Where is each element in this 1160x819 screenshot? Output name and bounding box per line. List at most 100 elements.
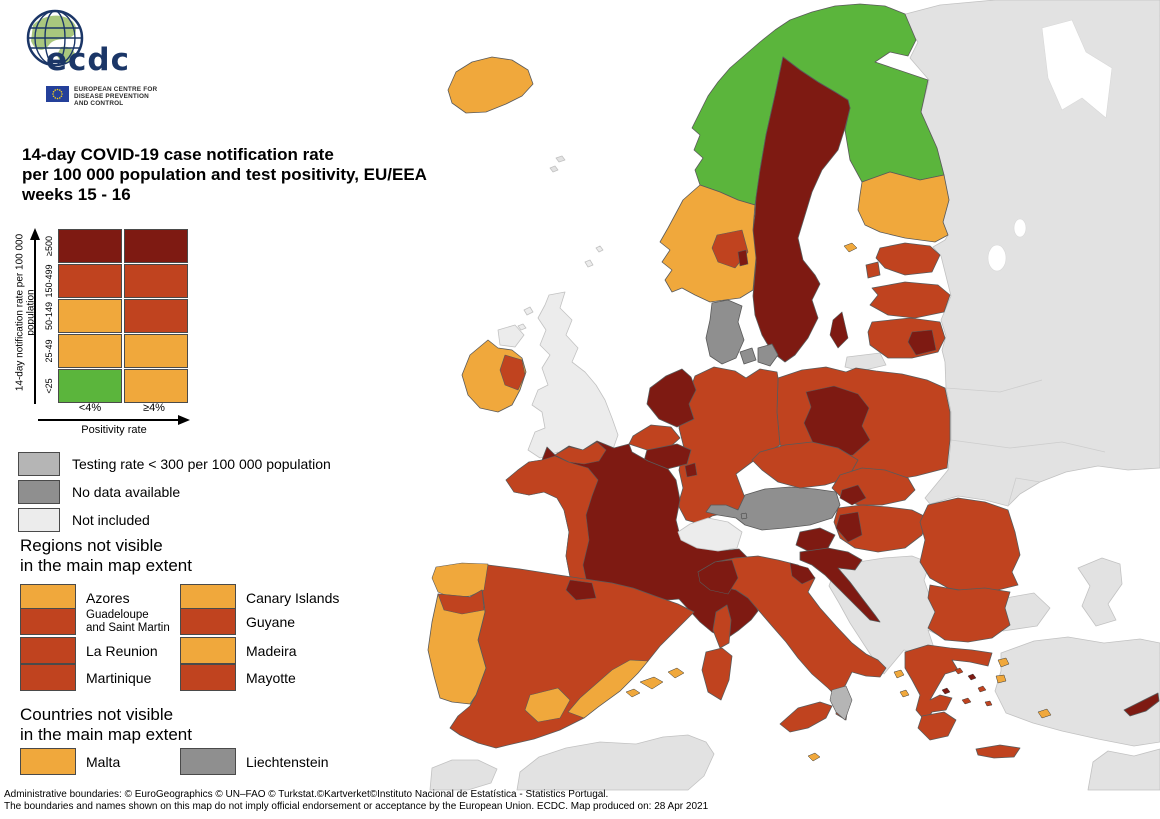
legend-item-azores: Azores bbox=[20, 584, 130, 611]
map-region-malta bbox=[807, 752, 821, 762]
map-region-sweden bbox=[751, 56, 851, 363]
legend-cell-150-499-ge4 bbox=[124, 264, 188, 298]
map-region-romania bbox=[919, 497, 1021, 593]
legend-row-label: 25-49 bbox=[44, 339, 54, 363]
ecdc-globe-icon bbox=[26, 9, 84, 67]
map-region-aland bbox=[843, 242, 858, 253]
map-region-netherlands bbox=[646, 368, 697, 428]
map-region-switzerland bbox=[677, 517, 743, 552]
legend-item-la-reunion: La Reunion bbox=[20, 637, 158, 664]
map-region-belgium-north bbox=[628, 424, 681, 451]
map-region-lithuania-southeast bbox=[907, 329, 937, 356]
legend-item-malta: Malta bbox=[20, 748, 120, 775]
legend-col-labels: <4% ≥4% bbox=[78, 402, 165, 414]
map-region-peloponnese bbox=[917, 711, 957, 741]
map-region-sardinia bbox=[701, 647, 733, 701]
map-region-aegean-islands-orange bbox=[893, 657, 1052, 719]
map-region-gotland bbox=[829, 311, 849, 349]
map-region-basque-country bbox=[565, 579, 597, 601]
legend-y-axis-arrow bbox=[30, 228, 40, 404]
map-white-sea bbox=[1041, 19, 1113, 119]
testing-rate-swatch bbox=[18, 452, 60, 476]
map-region-latvia bbox=[869, 281, 951, 319]
map-title-line3: weeks 15 - 16 bbox=[22, 185, 131, 204]
map-region-turkey-anatolia bbox=[994, 636, 1160, 747]
map-region-greece bbox=[904, 644, 993, 723]
map-borderlines-east bbox=[945, 379, 1106, 507]
legend-row-label: 150-499 bbox=[44, 264, 54, 298]
legend-item-testing-rate: Testing rate < 300 per 100 000 populatio… bbox=[18, 452, 331, 476]
map-region-crimea bbox=[1077, 557, 1123, 627]
map-region-france-normandy bbox=[554, 441, 607, 465]
legend-cell-ge500-ge4 bbox=[124, 229, 188, 263]
legend-cell-lt25-lt4 bbox=[58, 369, 122, 403]
map-region-galicia bbox=[431, 562, 489, 599]
countries-section-heading: Countries not visible in the main map ex… bbox=[20, 705, 192, 744]
legend-cell-25-49-lt4 bbox=[58, 334, 122, 368]
legend-item-martinique: Martinique bbox=[20, 664, 151, 691]
map-region-faroes bbox=[549, 155, 566, 173]
not-included-swatch bbox=[18, 508, 60, 532]
map-region-levant bbox=[1087, 748, 1160, 791]
map-region-poland-center bbox=[803, 385, 871, 458]
legend-item-guadeloupe: Guadeloupe and Saint Martin bbox=[20, 608, 170, 635]
map-footer: Administrative boundaries: © EuroGeograp… bbox=[4, 789, 708, 813]
legend-cell-ge500-lt4 bbox=[58, 229, 122, 263]
legend-matrix: ≥500 150-499 50-149 25-49 <25 bbox=[42, 229, 188, 404]
map-region-oslo-city bbox=[737, 249, 749, 267]
map-region-denmark bbox=[705, 299, 779, 367]
legend-row-label: ≥500 bbox=[44, 236, 54, 256]
map-region-cyprus bbox=[1123, 692, 1160, 717]
map-region-italy-northwest bbox=[697, 559, 739, 595]
legend-cell-50-149-ge4 bbox=[124, 299, 188, 333]
map-region-calabria bbox=[829, 685, 853, 721]
map-region-hungary-west bbox=[835, 511, 863, 543]
map-title: 14-day COVID-19 case notification rate p… bbox=[22, 145, 427, 205]
map-title-line1: 14-day COVID-19 case notification rate bbox=[22, 145, 334, 164]
legend-row-label: <25 bbox=[44, 378, 54, 394]
legend-cell-25-49-ge4 bbox=[124, 334, 188, 368]
no-data-swatch bbox=[18, 480, 60, 504]
map-region-croatia bbox=[799, 547, 881, 623]
legend-y-axis-label: 14-day notification rate per 100 000 pop… bbox=[14, 233, 37, 392]
legend-item-no-data: No data available bbox=[18, 480, 180, 504]
guadeloupe-swatch bbox=[20, 608, 76, 635]
madeira-swatch bbox=[180, 637, 236, 664]
map-region-spain-east-coast bbox=[567, 659, 649, 719]
legend-row-label: 50-149 bbox=[44, 301, 54, 331]
map-region-austria bbox=[705, 486, 841, 531]
map-region-luxembourg bbox=[684, 462, 698, 478]
legend-cell-lt25-ge4 bbox=[124, 369, 188, 403]
map-region-morocco bbox=[429, 759, 498, 791]
ecdc-logo: ecdc EUROPEAN CENTRE FOR DISEASE PREVENT… bbox=[24, 4, 224, 114]
liechtenstein-swatch bbox=[180, 748, 236, 775]
map-region-kaliningrad bbox=[844, 352, 887, 372]
legend-item-madeira: Madeira bbox=[180, 637, 297, 664]
map-region-portugal-north bbox=[437, 589, 485, 615]
legend-item-liechtenstein: Liechtenstein bbox=[180, 748, 329, 775]
map-region-corsica bbox=[712, 604, 732, 649]
legend-cell-150-499-lt4 bbox=[58, 264, 122, 298]
footer-attribution: Administrative boundaries: © EuroGeograp… bbox=[4, 789, 609, 800]
map-region-aegean-islands-dark bbox=[941, 673, 977, 695]
mayotte-swatch bbox=[180, 664, 236, 691]
legend-item-not-included: Not included bbox=[18, 508, 150, 532]
map-region-estonia bbox=[865, 242, 941, 279]
ecdc-org-name: EUROPEAN CENTRE FOR DISEASE PREVENTION A… bbox=[74, 86, 158, 108]
map-region-slovakia-west bbox=[839, 484, 867, 506]
map-region-ireland-east bbox=[499, 354, 526, 391]
map-region-spain-southeast bbox=[524, 687, 571, 723]
map-region-norway-south bbox=[659, 184, 757, 303]
ecdc-wordmark: ecdc bbox=[46, 42, 130, 78]
map-region-italy-friuli bbox=[789, 562, 816, 585]
malta-swatch bbox=[20, 748, 76, 775]
footer-disclaimer: The boundaries and names shown on this m… bbox=[4, 801, 709, 812]
guyane-swatch bbox=[180, 608, 236, 635]
map-region-crete bbox=[975, 744, 1021, 759]
map-region-north-africa bbox=[516, 734, 715, 791]
map-region-bulgaria bbox=[927, 584, 1011, 643]
map-lake-ladoga bbox=[987, 244, 1007, 272]
legend-x-axis-label: Positivity rate bbox=[81, 424, 147, 436]
